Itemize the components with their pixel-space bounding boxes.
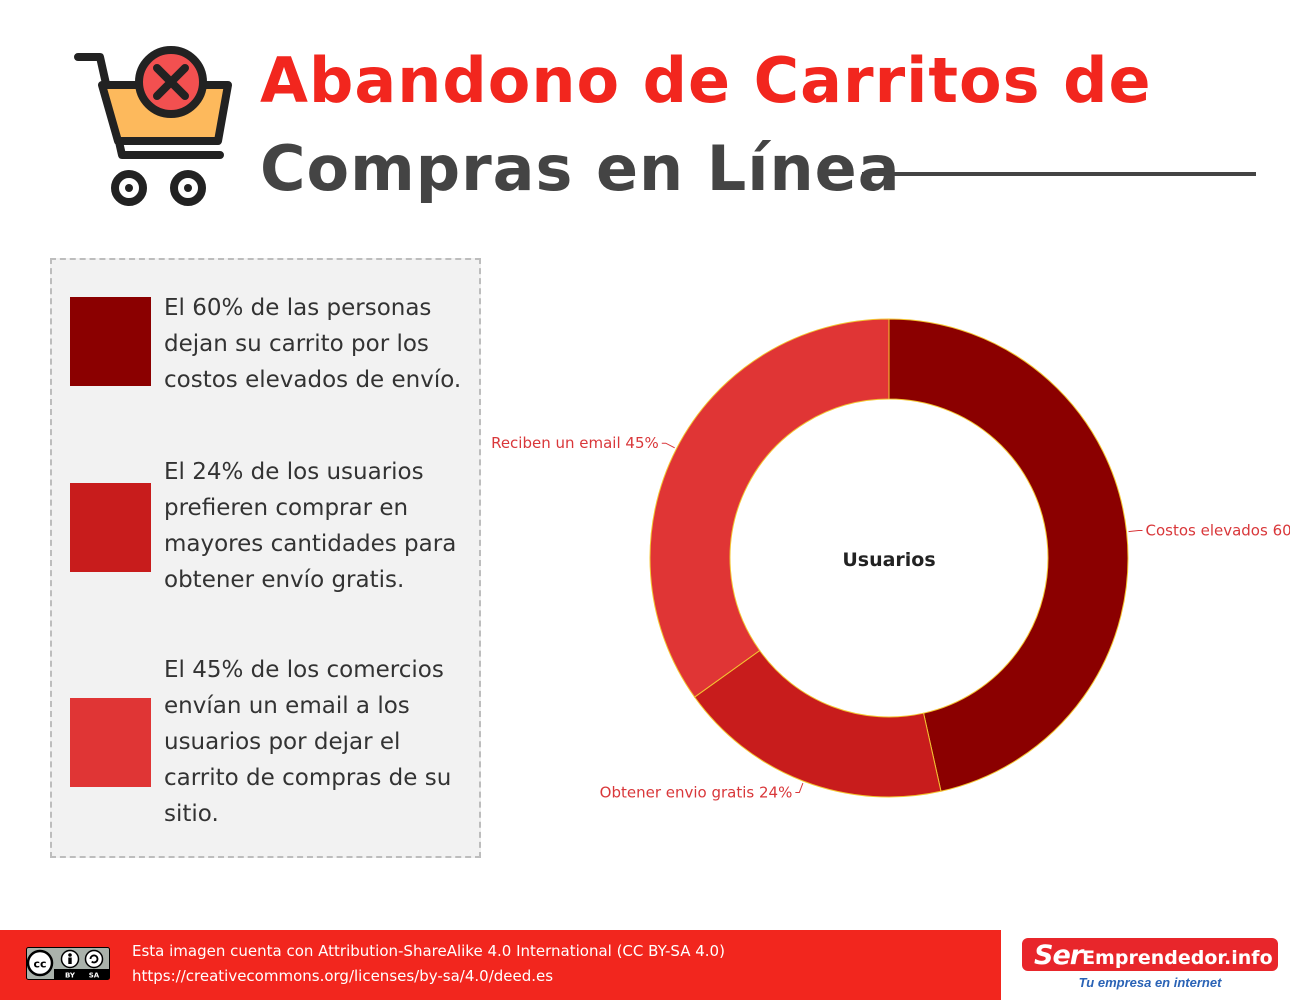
leader-line-costs [1128, 530, 1143, 533]
brand-logo: SerEmprendedor.info [1022, 938, 1278, 971]
cc-by-sa-badge-icon: cc BY SA [26, 947, 110, 980]
shopping-cart-cancel-icon [74, 46, 232, 206]
cc-badge-by: BY [65, 972, 76, 980]
cc-badge-sa: SA [89, 972, 100, 980]
leader-line-email [661, 442, 675, 449]
donut-slice-costs [888, 318, 1129, 792]
brand-tagline: Tu empresa en internet [1078, 975, 1222, 990]
legend-swatch-free-shipping [70, 483, 151, 572]
donut-center-label: Usuarios [842, 549, 935, 571]
brand-name-rest: Emprendedor.info [1082, 947, 1273, 969]
title-line-1: Abandono de Carritos de [260, 44, 1152, 117]
donut-chart: Costos elevados 60% Obtener envio gratis … [491, 318, 1290, 801]
license-text: Esta imagen cuenta con Attribution-Share… [132, 942, 725, 960]
slice-label-free-shipping: Obtener envio gratis 24% [600, 783, 793, 801]
legend-text-free-shipping: El 24% de los usuarios prefieren comprar… [164, 459, 457, 593]
legend-panel: El 60% de las personas dejan su carrito … [50, 258, 481, 858]
legend-text-costs: El 60% de las personas dejan su carrito … [164, 295, 462, 393]
donut-slice-free-shipping [693, 649, 942, 798]
brand-name-ser: Ser [1034, 940, 1083, 971]
leader-line-free-shipping [795, 782, 804, 793]
brand-name: SerEmprendedor.info [1034, 940, 1273, 971]
donut-slice-email [649, 318, 890, 698]
license-url-link[interactable]: https://creativecommons.org/licenses/by-… [132, 967, 554, 985]
slice-label-costs: Costos elevados 60% [1145, 522, 1290, 540]
legend-text-email: El 45% de los comercios envían un email … [164, 657, 452, 827]
title-line-2: Compras en Línea [260, 132, 901, 205]
slice-label-email: Reciben un email 45% [491, 434, 659, 452]
legend-swatch-costs [70, 297, 151, 386]
footer-license-bar: cc BY SA Esta imagen cuenta con Attribut… [0, 930, 1001, 1000]
title-divider [862, 172, 1256, 176]
cc-badge-cc: cc [33, 958, 46, 971]
legend-swatch-email [70, 698, 151, 787]
